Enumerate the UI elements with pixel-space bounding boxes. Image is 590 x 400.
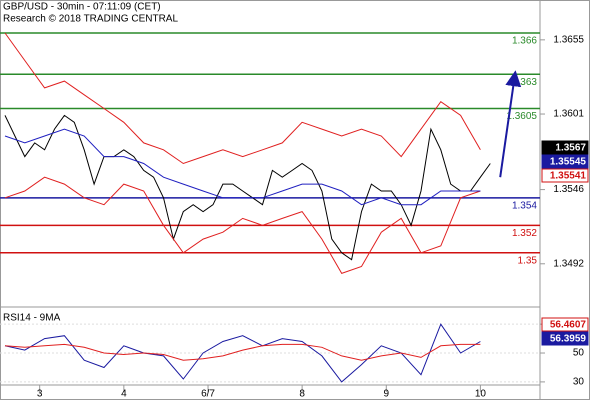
- series-line: [4, 343, 481, 361]
- series-line: [4, 32, 481, 165]
- series-line: [4, 176, 481, 275]
- level-label: 1.3605: [506, 111, 537, 122]
- price-label: 56.4607: [550, 320, 587, 331]
- x-tick-label: 6/7: [201, 389, 215, 400]
- x-tick-label: 10: [475, 389, 487, 400]
- price-box: [541, 331, 589, 346]
- x-tick-label: 4: [121, 389, 127, 400]
- series-line: [4, 114, 491, 261]
- x-tick-label: 8: [299, 389, 305, 400]
- price-box: [541, 168, 589, 183]
- price-label: 1.3567: [555, 143, 586, 154]
- level-label: 1.363: [512, 77, 537, 88]
- price-box: [541, 317, 589, 332]
- series-line: [4, 128, 481, 206]
- y-tick-label: 30: [573, 377, 585, 388]
- price-box: [541, 154, 589, 169]
- price-label: 1.35545: [550, 157, 587, 168]
- forecast-arrow: [499, 70, 522, 178]
- price-label: 1.35541: [550, 171, 587, 182]
- y-tick-label: 50: [573, 348, 585, 359]
- y-tick-label: 1.3655: [553, 34, 584, 45]
- chart-subtitle: Research © 2018 TRADING CENTRAL: [3, 14, 178, 25]
- price-box: [541, 140, 589, 155]
- level-label: 1.366: [512, 36, 537, 47]
- y-tick-label: 1.3546: [553, 184, 584, 195]
- rsi-title: RSI14 - 9MA: [3, 313, 61, 324]
- y-tick-label: 1.3601: [553, 109, 584, 120]
- x-tick-label: 3: [37, 389, 43, 400]
- level-label: 1.352: [512, 228, 537, 239]
- x-tick-label: 9: [384, 389, 390, 400]
- level-label: 1.35: [518, 255, 538, 266]
- y-tick-label: 1.3492: [553, 258, 584, 269]
- level-label: 1.354: [512, 200, 537, 211]
- chart-title: GBP/USD - 30min - 07:11:09 (CET): [3, 2, 161, 13]
- price-label: 56.3959: [550, 334, 587, 345]
